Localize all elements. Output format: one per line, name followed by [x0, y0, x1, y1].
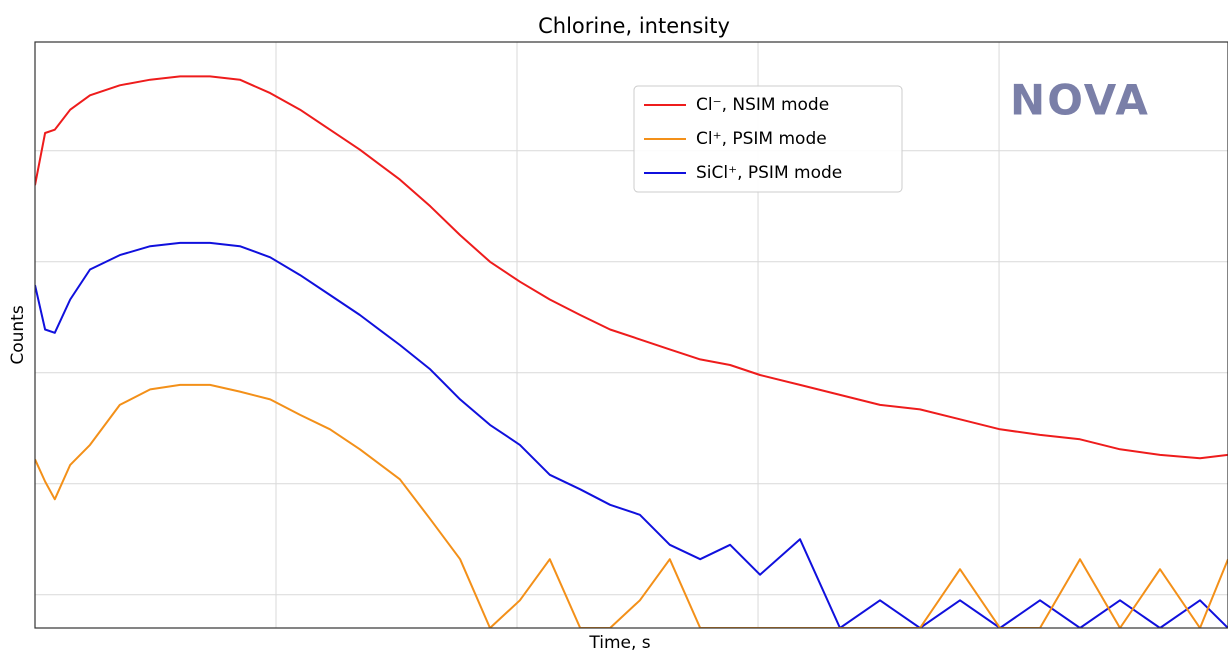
legend-label: SiCl⁺, PSIM mode	[696, 163, 842, 183]
grid	[35, 42, 1228, 628]
y-axis-label: Counts	[8, 305, 28, 364]
series-line	[35, 75, 1228, 460]
series-line	[35, 241, 1228, 628]
plot-frame	[34, 41, 1228, 629]
legend: Cl⁻, NSIM mode Cl⁺, PSIM mode SiCl⁺, PSIM …	[633, 85, 903, 193]
chart-title: Chlorine, intensity	[538, 14, 730, 38]
series-line	[35, 383, 1228, 628]
logo: NOVA	[1010, 76, 1150, 125]
x-axis-label: Time, s	[588, 633, 650, 650]
plot-lines	[35, 75, 1228, 628]
legend-label: Cl⁺, PSIM mode	[696, 129, 827, 149]
legend-label: Cl⁻, NSIM mode	[696, 95, 829, 115]
legend-box	[633, 85, 903, 193]
